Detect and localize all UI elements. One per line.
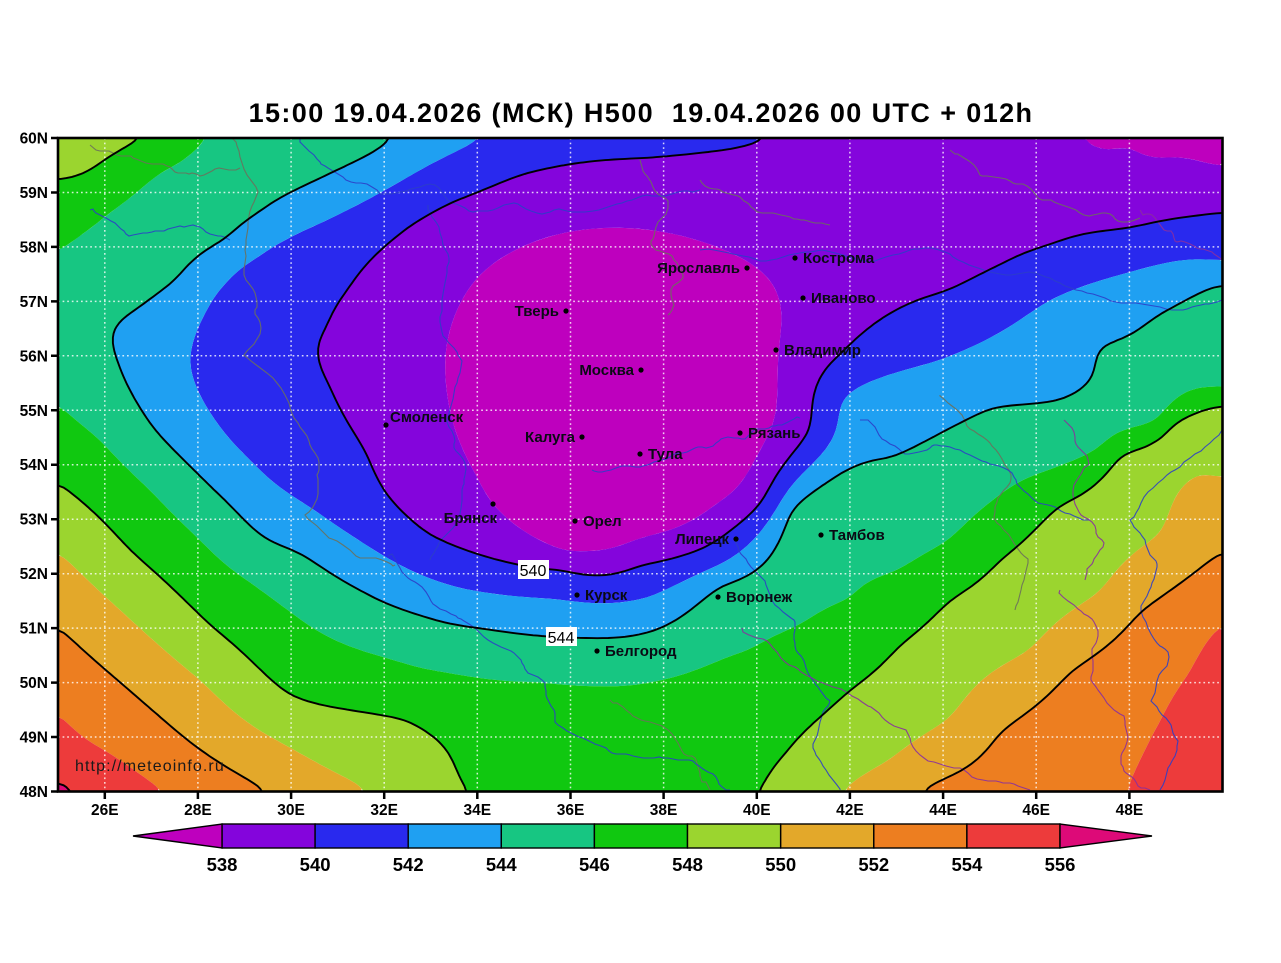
svg-text:50N: 50N bbox=[20, 675, 48, 692]
svg-text:Орел: Орел bbox=[583, 513, 622, 530]
svg-text:540: 540 bbox=[300, 854, 331, 875]
svg-text:59N: 59N bbox=[20, 185, 48, 202]
svg-text:Воронеж: Воронеж bbox=[726, 589, 793, 606]
svg-text:30E: 30E bbox=[277, 802, 305, 819]
svg-text:544: 544 bbox=[548, 630, 575, 647]
svg-text:Курск: Курск bbox=[585, 587, 628, 604]
svg-text:544: 544 bbox=[486, 854, 518, 875]
svg-text:28E: 28E bbox=[184, 802, 212, 819]
svg-text:51N: 51N bbox=[20, 621, 48, 638]
svg-text:Смоленск: Смоленск bbox=[390, 409, 464, 426]
svg-text:54N: 54N bbox=[20, 457, 48, 474]
svg-text:548: 548 bbox=[672, 854, 703, 875]
svg-text:Брянск: Брянск bbox=[444, 510, 498, 527]
svg-text:550: 550 bbox=[765, 854, 796, 875]
svg-text:44E: 44E bbox=[929, 802, 957, 819]
svg-text:60N: 60N bbox=[20, 131, 48, 148]
svg-text:42E: 42E bbox=[836, 802, 864, 819]
svg-text:48N: 48N bbox=[20, 784, 48, 801]
svg-text:Калуга: Калуга bbox=[525, 429, 576, 446]
svg-text:40E: 40E bbox=[743, 802, 771, 819]
svg-text:554: 554 bbox=[951, 854, 983, 875]
svg-text:Москва: Москва bbox=[579, 362, 634, 379]
svg-text:15:00 19.04.2026 (МСК) H500 1: 15:00 19.04.2026 (МСК) H500 19.04.2026 0… bbox=[249, 98, 1034, 128]
svg-text:53N: 53N bbox=[20, 512, 48, 529]
svg-text:26E: 26E bbox=[91, 802, 119, 819]
svg-text:552: 552 bbox=[858, 854, 889, 875]
svg-text:Иваново: Иваново bbox=[811, 290, 876, 307]
svg-text:Белгород: Белгород bbox=[605, 643, 677, 660]
svg-text:Кострома: Кострома bbox=[803, 250, 875, 267]
svg-text:Тамбов: Тамбов bbox=[829, 527, 885, 544]
svg-text:46E: 46E bbox=[1022, 802, 1050, 819]
svg-text:49N: 49N bbox=[20, 730, 48, 747]
svg-text:546: 546 bbox=[579, 854, 610, 875]
svg-text:Владимир: Владимир bbox=[784, 342, 861, 359]
svg-text:55N: 55N bbox=[20, 403, 48, 420]
svg-text:Тверь: Тверь bbox=[515, 303, 559, 320]
svg-text:Тула: Тула bbox=[648, 446, 683, 463]
svg-text:48E: 48E bbox=[1116, 802, 1144, 819]
svg-text:Рязань: Рязань bbox=[748, 425, 800, 442]
svg-text:542: 542 bbox=[393, 854, 424, 875]
svg-text:52N: 52N bbox=[20, 566, 48, 583]
svg-text:58N: 58N bbox=[20, 239, 48, 256]
svg-text:Липецк: Липецк bbox=[675, 531, 729, 548]
svg-text:http://meteoinfo.ru: http://meteoinfo.ru bbox=[75, 758, 225, 775]
svg-text:538: 538 bbox=[207, 854, 238, 875]
svg-text:36E: 36E bbox=[557, 802, 585, 819]
svg-text:57N: 57N bbox=[20, 294, 48, 311]
svg-text:56N: 56N bbox=[20, 348, 48, 365]
svg-text:38E: 38E bbox=[650, 802, 678, 819]
svg-text:540: 540 bbox=[520, 563, 547, 580]
svg-text:Ярославль: Ярославль bbox=[657, 260, 740, 277]
svg-text:32E: 32E bbox=[370, 802, 398, 819]
svg-text:34E: 34E bbox=[464, 802, 492, 819]
svg-text:556: 556 bbox=[1045, 854, 1076, 875]
